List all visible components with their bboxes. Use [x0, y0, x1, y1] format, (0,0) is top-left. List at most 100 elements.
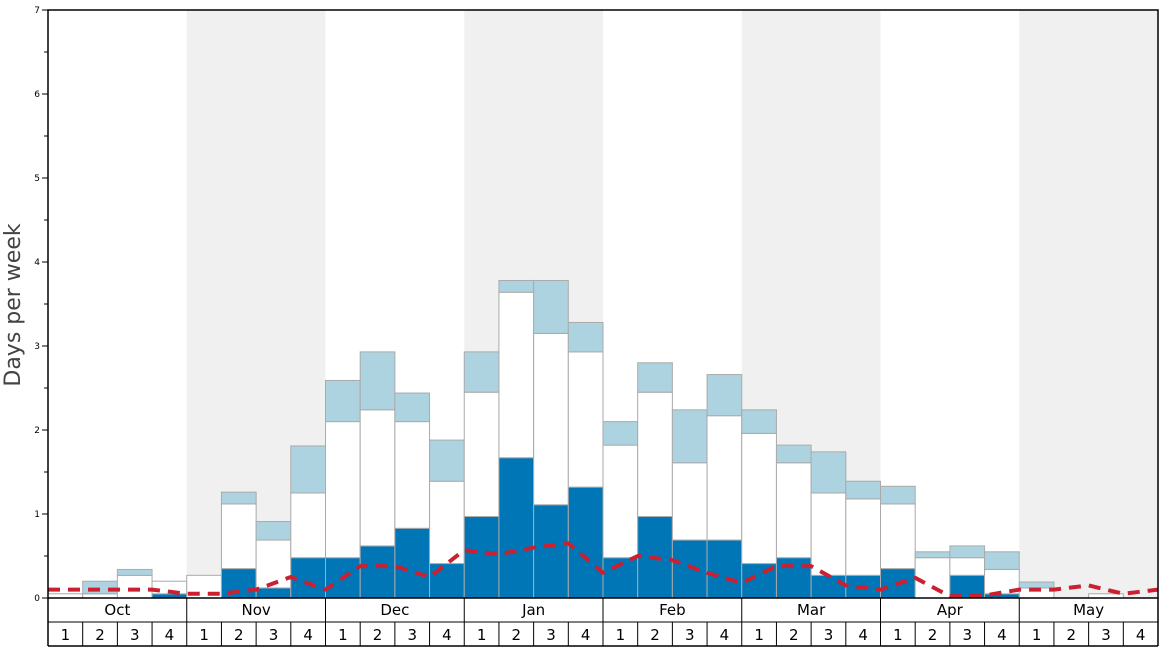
bar-segment	[255, 521, 292, 541]
month-label: Mar	[797, 601, 826, 619]
bar-segment	[880, 503, 916, 570]
bar-segment	[949, 545, 986, 559]
week-label: 2	[95, 626, 105, 644]
week-label: 4	[303, 626, 313, 644]
week-label: 1	[199, 626, 209, 644]
bar-segment	[359, 409, 396, 547]
bar-segment	[255, 539, 292, 589]
bar-segment	[775, 557, 812, 599]
bar-segment	[359, 545, 396, 599]
y-tick-label: 5	[34, 174, 40, 184]
y-tick-label: 0	[34, 594, 40, 604]
month-label: Feb	[659, 601, 686, 619]
bar-segment	[984, 551, 1020, 570]
week-label: 2	[650, 626, 660, 644]
average-line-group	[48, 541, 1159, 599]
week-label: 2	[373, 626, 383, 644]
bar-segment	[671, 409, 708, 464]
y-tick-label: 6	[34, 90, 40, 100]
bar-segment	[116, 574, 153, 599]
bar-segment	[463, 516, 500, 599]
bar-segment	[325, 379, 361, 423]
week-label: 3	[962, 626, 972, 644]
week-label: 3	[407, 626, 417, 644]
bar-segment	[429, 480, 465, 565]
bar-segment	[914, 551, 951, 559]
bar-segment	[290, 445, 326, 494]
week-label: 4	[581, 626, 591, 644]
bar-segment	[533, 279, 569, 334]
y-axis: 0 1 2 3 4 5 6 7	[34, 6, 48, 604]
bar-segment	[637, 391, 673, 518]
bar-segment	[498, 291, 535, 459]
bar-segment	[567, 486, 604, 599]
month-label: May	[1073, 601, 1104, 619]
bar-segment	[498, 457, 535, 599]
bar-segment	[220, 491, 257, 505]
week-label: 3	[824, 626, 834, 644]
bar-segment	[567, 351, 604, 488]
bar-segment	[602, 421, 639, 446]
bar-segment	[255, 587, 292, 599]
month-label: Dec	[380, 601, 409, 619]
average-line	[48, 541, 1159, 599]
bar-segment	[82, 580, 118, 595]
bar-segment	[741, 409, 777, 434]
week-label: 2	[512, 626, 522, 644]
week-label: 1	[754, 626, 764, 644]
bar-segment	[880, 485, 916, 505]
month-label: Nov	[241, 601, 270, 619]
y-tick-label: 3	[34, 342, 40, 352]
x-axis: Oct Nov Dec Jan Feb Mar Apr May 1 2 3 4 1 2 3 4 1 2 3 4 1 2 3 4…	[47, 598, 1159, 647]
week-label: 1	[338, 626, 348, 644]
week-label: 2	[928, 626, 938, 644]
month-label: Oct	[104, 601, 130, 619]
bar-segment	[845, 498, 881, 576]
week-label: 2	[1067, 626, 1077, 644]
y-tick-label: 1	[34, 510, 40, 520]
bars	[47, 279, 1124, 599]
y-tick-label: 4	[34, 258, 40, 268]
bar-segment	[463, 351, 500, 393]
week-label: 4	[442, 626, 452, 644]
week-label: 3	[1101, 626, 1111, 644]
month-label: Apr	[937, 601, 964, 619]
bar-segment	[394, 421, 431, 529]
month-label: Jan	[521, 601, 545, 619]
week-label: 3	[546, 626, 556, 644]
bar-segment	[775, 444, 812, 464]
bar-segment	[706, 415, 743, 541]
bar-segment	[533, 504, 569, 599]
bar-segment	[775, 462, 812, 559]
week-label: 3	[130, 626, 140, 644]
bar-segment	[706, 539, 743, 599]
bar-segment	[325, 421, 361, 559]
bar-segment	[845, 480, 881, 500]
bar-segment	[359, 351, 396, 411]
bar-segment	[429, 563, 465, 599]
bar-segment	[498, 279, 535, 293]
bar-segment	[810, 492, 847, 576]
bar-segment	[914, 557, 951, 599]
bar-segment	[671, 462, 708, 541]
bar-segment	[567, 321, 604, 353]
bar-segment	[290, 492, 326, 559]
week-label: 4	[997, 626, 1007, 644]
week-label: 1	[616, 626, 626, 644]
bar-segment	[810, 451, 847, 494]
week-label: 3	[269, 626, 279, 644]
bar-segment	[949, 557, 986, 576]
week-label: 4	[1136, 626, 1146, 644]
bar-segment	[116, 568, 153, 576]
bar-segment	[810, 574, 847, 599]
bar-segment	[637, 362, 673, 393]
bar-segment	[1018, 581, 1055, 589]
y-tick-label: 7	[34, 6, 40, 16]
week-label: 1	[477, 626, 487, 644]
y-axis-label: Days per week	[1, 223, 26, 386]
week-label: 2	[789, 626, 799, 644]
bar-segment	[394, 527, 431, 599]
bar-segment	[706, 374, 743, 417]
